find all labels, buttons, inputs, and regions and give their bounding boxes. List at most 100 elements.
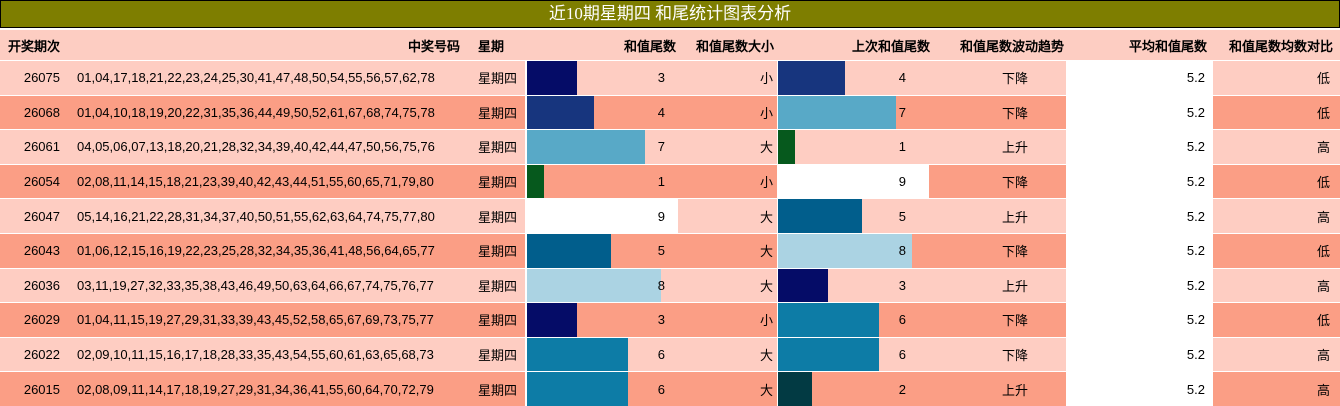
weekday-cell: 星期四 bbox=[470, 95, 525, 130]
winning-numbers-cell: 02,08,09,11,14,17,18,19,27,29,31,34,36,4… bbox=[70, 372, 470, 406]
prev-tail-cell: 8 bbox=[777, 233, 934, 268]
winning-numbers-cell: 04,05,06,07,13,18,20,21,28,32,34,39,40,4… bbox=[70, 130, 470, 164]
tail-size-cell: 大 bbox=[682, 372, 777, 406]
sum-tail-cell: 6 bbox=[525, 337, 682, 372]
trend-cell: 下降 bbox=[934, 164, 1066, 199]
draw-period-cell: 26054 bbox=[0, 164, 70, 199]
table-row: 26036 03,11,19,27,32,33,35,38,43,46,49,5… bbox=[0, 267, 1340, 303]
tail-size-cell: 大 bbox=[682, 199, 777, 233]
table-row: 26029 01,04,11,15,19,27,29,31,33,39,43,4… bbox=[0, 302, 1340, 337]
tail-size-cell: 大 bbox=[682, 233, 777, 268]
table-row: 26015 02,08,09,11,14,17,18,19,27,29,31,3… bbox=[0, 371, 1340, 406]
trend-cell: 上升 bbox=[934, 130, 1066, 164]
avg-tail-cell: 5.2 bbox=[1066, 337, 1213, 372]
sum-tail-bar bbox=[527, 199, 679, 233]
prev-tail-bar bbox=[778, 130, 795, 164]
column-header-weekday: 星期 bbox=[478, 38, 505, 54]
winning-numbers-cell: 01,06,12,15,16,19,22,23,25,28,32,34,35,3… bbox=[70, 233, 470, 268]
column-header-trend: 和值尾数波动趋势 bbox=[959, 38, 1064, 54]
draw-period-cell: 26036 bbox=[0, 268, 70, 303]
prev-tail-cell: 6 bbox=[777, 303, 934, 337]
sum-tail-value: 3 bbox=[657, 312, 665, 328]
winning-numbers-cell: 02,08,11,14,15,18,21,23,39,40,42,43,44,5… bbox=[70, 164, 470, 199]
trend-cell: 下降 bbox=[934, 337, 1066, 372]
prev-tail-value: 6 bbox=[898, 312, 906, 328]
table-row: 26022 02,09,10,11,15,16,17,18,28,33,35,4… bbox=[0, 336, 1340, 372]
column-header-vs-avg: 和值尾数均数对比 bbox=[1228, 38, 1333, 54]
vs-avg-cell: 低 bbox=[1213, 164, 1340, 199]
sum-tail-value: 5 bbox=[657, 243, 665, 259]
avg-tail-cell: 5.2 bbox=[1066, 130, 1213, 164]
prev-tail-bar bbox=[778, 61, 846, 95]
vs-avg-cell: 低 bbox=[1213, 233, 1340, 268]
sum-tail-bar bbox=[527, 130, 645, 164]
sum-tail-value: 4 bbox=[657, 104, 665, 120]
sum-tail-bar bbox=[527, 268, 662, 303]
trend-cell: 下降 bbox=[934, 61, 1066, 95]
sum-tail-value: 9 bbox=[657, 208, 665, 224]
table-row: 26043 01,06,12,15,16,19,22,23,25,28,32,3… bbox=[0, 232, 1340, 268]
avg-tail-cell: 5.2 bbox=[1066, 268, 1213, 303]
table-body: 26075 01,04,17,18,21,22,23,24,25,30,41,4… bbox=[0, 60, 1340, 406]
weekday-cell: 星期四 bbox=[470, 337, 525, 372]
prev-tail-bar bbox=[778, 337, 879, 372]
trend-cell: 上升 bbox=[934, 199, 1066, 233]
avg-tail-cell: 5.2 bbox=[1066, 372, 1213, 406]
tail-size-cell: 大 bbox=[682, 268, 777, 303]
avg-tail-cell: 5.2 bbox=[1066, 199, 1213, 233]
sum-tail-value: 8 bbox=[657, 277, 665, 293]
vs-avg-cell: 低 bbox=[1213, 95, 1340, 130]
prev-tail-cell: 7 bbox=[777, 95, 934, 130]
column-header-draw-period: 开奖期次 bbox=[8, 38, 61, 54]
column-header-sum-tail: 和值尾数 bbox=[623, 38, 676, 54]
avg-tail-cell: 5.2 bbox=[1066, 164, 1213, 199]
prev-tail-cell: 5 bbox=[777, 199, 934, 233]
sum-tail-bar bbox=[527, 61, 578, 95]
winning-numbers-cell: 03,11,19,27,32,33,35,38,43,46,49,50,63,6… bbox=[70, 268, 470, 303]
table-row: 26068 01,04,10,18,19,20,22,31,35,36,44,4… bbox=[0, 94, 1340, 130]
prev-tail-value: 8 bbox=[898, 243, 906, 259]
sum-tail-bar bbox=[527, 95, 595, 130]
draw-period-cell: 26022 bbox=[0, 337, 70, 372]
weekday-cell: 星期四 bbox=[470, 303, 525, 337]
avg-tail-cell: 5.2 bbox=[1066, 233, 1213, 268]
prev-tail-cell: 3 bbox=[777, 268, 934, 303]
prev-tail-bar bbox=[778, 199, 862, 233]
tail-size-cell: 小 bbox=[682, 61, 777, 95]
table-header-row: 开奖期次 中奖号码 星期 和值尾数 和值尾数大小 上次和值尾数 和值尾数波动趋势… bbox=[0, 30, 1340, 60]
sum-tail-value: 7 bbox=[657, 139, 665, 155]
prev-tail-cell: 4 bbox=[777, 61, 934, 95]
draw-period-cell: 26029 bbox=[0, 303, 70, 337]
trend-cell: 上升 bbox=[934, 372, 1066, 406]
prev-tail-value: 7 bbox=[898, 104, 906, 120]
draw-period-cell: 26047 bbox=[0, 199, 70, 233]
table-row: 26047 05,14,16,21,22,28,31,34,37,40,50,5… bbox=[0, 198, 1340, 233]
column-header-avg-tail: 平均和值尾数 bbox=[1128, 38, 1207, 54]
sum-tail-cell: 3 bbox=[525, 61, 682, 95]
prev-tail-cell: 1 bbox=[777, 130, 934, 164]
trend-cell: 上升 bbox=[934, 268, 1066, 303]
sum-tail-cell: 6 bbox=[525, 372, 682, 406]
sum-tail-value: 6 bbox=[657, 347, 665, 363]
winning-numbers-cell: 02,09,10,11,15,16,17,18,28,33,35,43,54,5… bbox=[70, 337, 470, 372]
sum-tail-value: 6 bbox=[657, 381, 665, 397]
tail-size-cell: 大 bbox=[682, 337, 777, 372]
trend-cell: 下降 bbox=[934, 95, 1066, 130]
weekday-cell: 星期四 bbox=[470, 233, 525, 268]
prev-tail-bar bbox=[778, 303, 879, 337]
vs-avg-cell: 低 bbox=[1213, 61, 1340, 95]
draw-period-cell: 26061 bbox=[0, 130, 70, 164]
table-row: 26061 04,05,06,07,13,18,20,21,28,32,34,3… bbox=[0, 129, 1340, 164]
winning-numbers-cell: 01,04,17,18,21,22,23,24,25,30,41,47,48,5… bbox=[70, 61, 470, 95]
draw-period-cell: 26075 bbox=[0, 61, 70, 95]
prev-tail-cell: 6 bbox=[777, 337, 934, 372]
prev-tail-bar bbox=[778, 95, 896, 130]
sum-tail-bar bbox=[527, 233, 611, 268]
prev-tail-value: 1 bbox=[898, 139, 906, 155]
column-header-prev-tail: 上次和值尾数 bbox=[851, 38, 930, 54]
column-header-winning-numbers: 中奖号码 bbox=[407, 38, 460, 54]
vs-avg-cell: 低 bbox=[1213, 303, 1340, 337]
sum-tail-cell: 4 bbox=[525, 95, 682, 130]
vs-avg-cell: 高 bbox=[1213, 199, 1340, 233]
prev-tail-value: 5 bbox=[898, 208, 906, 224]
